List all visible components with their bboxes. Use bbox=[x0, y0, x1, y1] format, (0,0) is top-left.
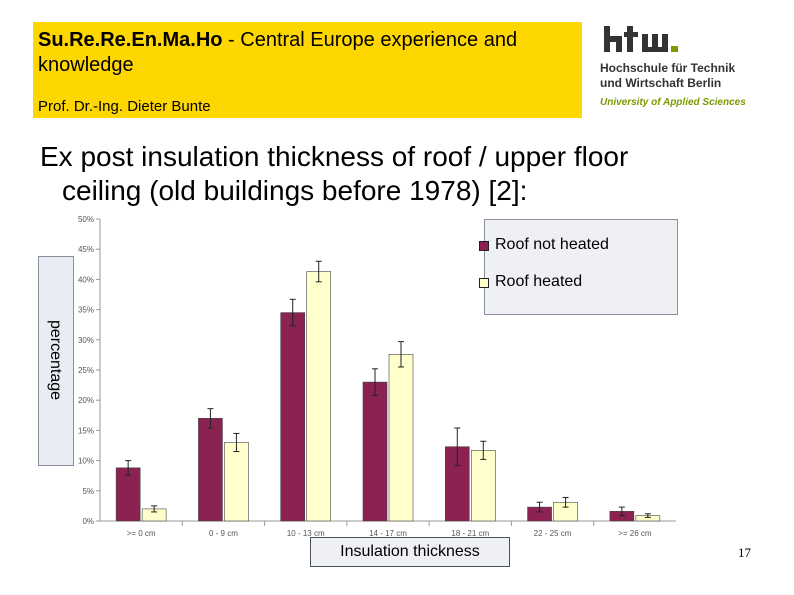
x-tick-label: 0 - 9 cm bbox=[209, 529, 238, 538]
bar-heated bbox=[388, 353, 414, 522]
page-number: 17 bbox=[738, 545, 751, 560]
y-tick-label: 5% bbox=[82, 487, 94, 496]
x-tick-label: 14 - 17 cm bbox=[369, 529, 407, 538]
y-tick-label: 35% bbox=[78, 306, 94, 315]
chart-bars bbox=[115, 260, 661, 522]
slide-heading: Ex post insulation thickness of roof / u… bbox=[40, 140, 770, 208]
x-tick-label: 22 - 25 cm bbox=[534, 529, 572, 538]
legend-swatch-not-heated bbox=[479, 241, 489, 251]
slide-heading-line-2: ceiling (old buildings before 1978) [2]: bbox=[62, 175, 528, 206]
author-name: Prof. Dr.-Ing. Dieter Bunte bbox=[38, 98, 211, 115]
slide-heading-line-1: Ex post insulation thickness of roof / u… bbox=[40, 141, 629, 172]
logo-line-1: Hochschule für Technik bbox=[600, 61, 736, 75]
bar-not-heated bbox=[362, 381, 388, 522]
bar-not-heated bbox=[115, 467, 141, 522]
htw-logo: Hochschule für Technik und Wirtschaft Be… bbox=[600, 22, 760, 122]
bar-not-heated bbox=[198, 418, 223, 522]
y-tick-label: 50% bbox=[78, 215, 94, 224]
logo-line-2: und Wirtschaft Berlin bbox=[600, 76, 722, 90]
x-axis-label-box: Insulation thickness bbox=[310, 537, 510, 567]
logo-line-3: University of Applied Sciences bbox=[600, 97, 746, 108]
y-tick-label: 30% bbox=[78, 336, 94, 345]
x-tick-label: >= 26 cm bbox=[618, 529, 652, 538]
chart-axes: 0% 5% 10% 15% 20% 25% 30% 35% 40% 45% 50% >= 0 cm 0 … bbox=[78, 215, 676, 538]
legend-label-not-heated: Roof not heated bbox=[495, 236, 609, 253]
y-tick-label: 40% bbox=[78, 275, 94, 284]
legend-swatches bbox=[475, 242, 485, 302]
htw-logo-mark bbox=[604, 26, 678, 52]
y-tick-label: 10% bbox=[78, 457, 94, 466]
bar-not-heated bbox=[280, 312, 306, 522]
y-axis-label: percentage bbox=[47, 319, 64, 401]
x-tick-label: 18 - 21 cm bbox=[451, 529, 489, 538]
project-subtitle: - Central Europe experience and knowledg… bbox=[38, 29, 518, 76]
legend-swatch-heated bbox=[479, 278, 489, 288]
y-tick-label: 0% bbox=[82, 517, 94, 526]
y-tick-label: 20% bbox=[78, 396, 94, 405]
y-axis-label-box bbox=[38, 256, 74, 466]
legend-item-not-heated: Roof not heated bbox=[479, 236, 609, 254]
legend-item-heated: Roof heated bbox=[479, 273, 583, 291]
x-axis-label: Insulation thickness bbox=[340, 543, 480, 560]
x-tick-label: >= 0 cm bbox=[127, 529, 156, 538]
header-title: Su.Re.Re.En.Ma.Ho - Central Europe exper… bbox=[38, 28, 583, 78]
bar-heated bbox=[306, 271, 332, 522]
chart-legend: Roof not heated Roof heated bbox=[479, 219, 678, 315]
header-banner bbox=[33, 22, 582, 118]
y-tick-label: 25% bbox=[78, 366, 94, 375]
y-tick-label: 15% bbox=[78, 426, 94, 435]
y-tick-label: 45% bbox=[78, 245, 94, 254]
bar-heated bbox=[470, 450, 496, 522]
legend-label-heated: Roof heated bbox=[495, 273, 583, 290]
bar-heated bbox=[224, 442, 249, 522]
project-acronym: Su.Re.Re.En.Ma.Ho bbox=[38, 29, 223, 51]
x-tick-label: 10 - 13 cm bbox=[287, 529, 325, 538]
